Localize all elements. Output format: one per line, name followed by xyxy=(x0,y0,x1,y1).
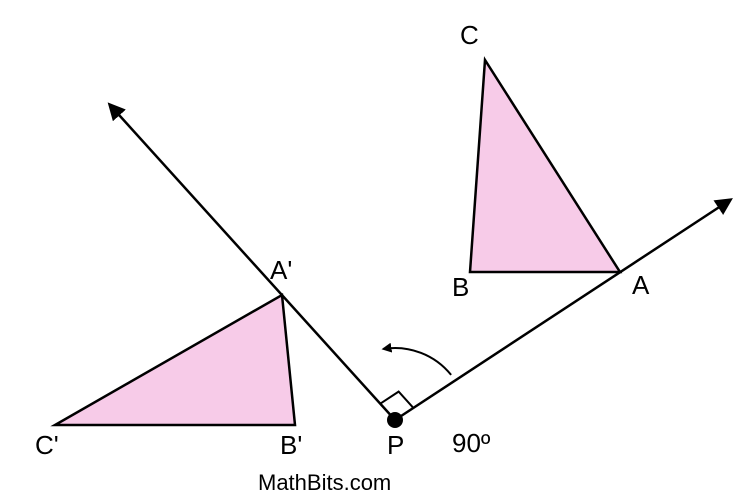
label-P: P xyxy=(387,430,404,461)
label-Cprime: C' xyxy=(35,430,59,461)
label-angle: 90º xyxy=(452,428,490,459)
label-A: A xyxy=(632,270,649,301)
triangle-AprimeBprimeCprime xyxy=(55,295,295,425)
diagram-svg xyxy=(0,0,750,500)
point-P xyxy=(387,412,403,428)
label-B: B xyxy=(452,272,469,303)
watermark: MathBits.com xyxy=(258,470,391,496)
triangle-ABC xyxy=(470,60,620,272)
right-angle-marker xyxy=(380,392,413,408)
label-Bprime: B' xyxy=(280,430,302,461)
rotation-arc xyxy=(384,348,452,375)
label-Aprime: A' xyxy=(270,255,292,286)
diagram-stage: C B A A' B' C' P 90º MathBits.com xyxy=(0,0,750,500)
label-C: C xyxy=(460,20,479,51)
